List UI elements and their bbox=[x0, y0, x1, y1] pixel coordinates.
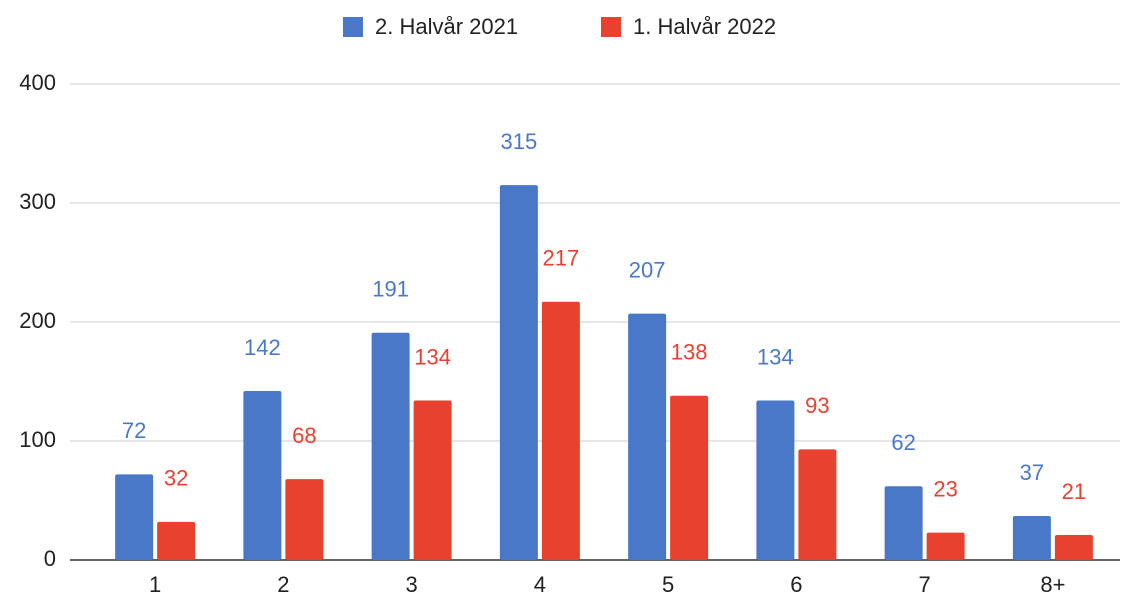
bar bbox=[243, 391, 282, 560]
bar bbox=[1012, 515, 1051, 560]
bar bbox=[157, 521, 196, 560]
y-tick-label: 0 bbox=[44, 546, 56, 571]
data-label: 315 bbox=[501, 129, 538, 154]
data-label: 142 bbox=[244, 335, 281, 360]
legend-label: 1. Halvår 2022 bbox=[633, 14, 776, 39]
bar bbox=[371, 332, 410, 560]
bar bbox=[670, 395, 709, 560]
y-tick-label: 300 bbox=[19, 189, 56, 214]
data-label: 68 bbox=[292, 423, 316, 448]
bar bbox=[285, 479, 324, 560]
data-label: 72 bbox=[122, 418, 146, 443]
data-label: 217 bbox=[543, 246, 580, 271]
data-label: 134 bbox=[414, 344, 451, 369]
x-tick-label: 5 bbox=[662, 572, 674, 597]
data-label: 134 bbox=[757, 344, 794, 369]
bar bbox=[756, 400, 795, 560]
x-tick-label: 7 bbox=[919, 572, 931, 597]
y-tick-label: 200 bbox=[19, 308, 56, 333]
legend-swatch bbox=[343, 17, 363, 37]
x-tick-label: 6 bbox=[790, 572, 802, 597]
data-label: 138 bbox=[671, 340, 708, 365]
legend-label: 2. Halvår 2021 bbox=[375, 14, 518, 39]
x-tick-label: 3 bbox=[406, 572, 418, 597]
bar bbox=[628, 313, 667, 560]
x-tick-label: 2 bbox=[277, 572, 289, 597]
bar bbox=[499, 185, 538, 560]
bar bbox=[115, 474, 154, 560]
legend-swatch bbox=[601, 17, 621, 37]
x-tick-label: 4 bbox=[534, 572, 546, 597]
bar bbox=[413, 400, 452, 560]
x-tick-label: 8+ bbox=[1040, 572, 1065, 597]
bar bbox=[541, 301, 580, 560]
data-label: 62 bbox=[891, 430, 915, 455]
bar bbox=[926, 532, 965, 560]
y-tick-label: 400 bbox=[19, 70, 56, 95]
data-label: 93 bbox=[805, 393, 829, 418]
data-label: 21 bbox=[1062, 479, 1086, 504]
data-label: 191 bbox=[372, 277, 409, 302]
data-label: 32 bbox=[164, 466, 188, 491]
x-tick-label: 1 bbox=[149, 572, 161, 597]
y-tick-label: 100 bbox=[19, 427, 56, 452]
bar bbox=[1054, 535, 1093, 560]
data-label: 23 bbox=[933, 476, 957, 501]
bar bbox=[798, 449, 837, 560]
data-label: 37 bbox=[1020, 460, 1044, 485]
data-label: 207 bbox=[629, 257, 666, 282]
bar bbox=[884, 486, 923, 560]
